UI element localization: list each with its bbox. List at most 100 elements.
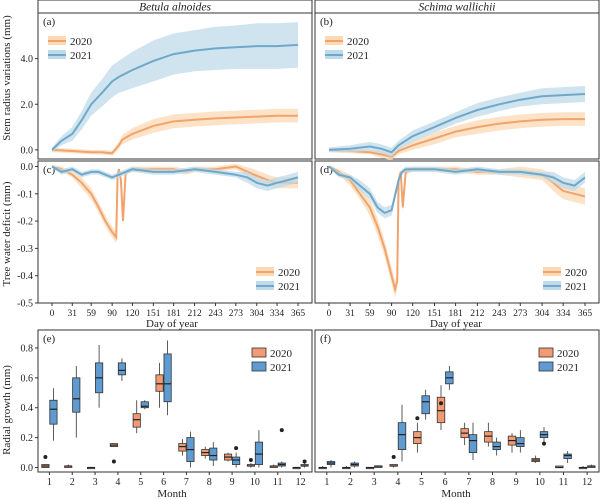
x-tick-label: 8 — [490, 477, 495, 488]
x-tick-label: 181 — [167, 309, 182, 319]
box-2021-m7 — [468, 434, 478, 453]
x-tick-label: 4 — [395, 477, 400, 488]
x-tick-label: 365 — [291, 309, 306, 319]
box-2020-m8 — [484, 431, 493, 443]
y-tick-label: -0.5 — [17, 299, 33, 310]
series-line-2020 — [51, 165, 298, 241]
box-2020-m7 — [178, 443, 187, 452]
plots: (a)0.02.04.020202021(b)20202021(c)0.0-0.… — [17, 12, 600, 488]
legend-swatch — [251, 361, 267, 372]
species-label-left: Betula alnoides — [139, 2, 211, 14]
x-tick-label: 59 — [86, 309, 96, 319]
x-tick-label: 9 — [230, 477, 235, 488]
legend-label-2020: 2020 — [347, 36, 370, 48]
y-tick-label: -0.4 — [17, 271, 33, 282]
outlier-point — [43, 455, 48, 460]
panel-frame — [37, 12, 313, 160]
series-line-2020 — [51, 114, 298, 155]
box-2021-m9 — [516, 437, 525, 447]
legend-label-2020: 2020 — [70, 36, 93, 48]
box-2021-m9 — [232, 456, 241, 465]
x-tick-label: 12 — [296, 477, 306, 488]
x-tick-label: 273 — [229, 309, 244, 319]
legend-label-2020: 2020 — [278, 267, 301, 279]
y-tick-label: 0.4 — [21, 403, 34, 414]
legend-swatch — [538, 361, 554, 372]
x-tick-label: 1 — [47, 477, 52, 488]
panel-e: (e)0.00.20.40.60.81 2 3 4 5 6 7 8 9 10 11 122020202… — [21, 329, 313, 488]
x-tick-label: 10 — [250, 477, 260, 488]
y-tick-label: -0.1 — [17, 189, 33, 200]
x-title-month-left: Month — [157, 488, 187, 499]
legend-label-2021: 2021 — [270, 362, 292, 374]
y-title-bottom: Radial growth (mm) — [1, 365, 13, 455]
x-tick-label: 90 — [107, 309, 117, 319]
x-tick-label: 304 — [250, 309, 265, 319]
series-band-2020 — [329, 165, 585, 298]
x-title-month-right: Month — [441, 488, 471, 499]
legend-swatch — [538, 347, 554, 358]
series-band-2020 — [52, 108, 298, 156]
legend-label-2021: 2021 — [278, 281, 300, 293]
y-tick-label: 4.0 — [21, 54, 34, 65]
panel-label: (e) — [43, 333, 56, 345]
series-line-2021 — [328, 165, 586, 215]
outlier-point — [415, 416, 420, 421]
legend-label-2020: 2020 — [557, 348, 580, 360]
x-title-doy-right: Day of year — [430, 318, 482, 330]
panel-frame — [314, 160, 600, 304]
x-tick-label: 243 — [208, 309, 223, 319]
box-2021-m8 — [209, 447, 218, 461]
x-tick-label: 4 — [115, 477, 120, 488]
series-band-2021 — [329, 86, 585, 157]
x-tick-label: 5 — [138, 477, 143, 488]
x-tick-label: 11 — [559, 477, 569, 488]
box-2021-m2 — [72, 377, 81, 413]
y-tick-label: -0.2 — [17, 217, 33, 228]
y-tick-label: 0.0 — [21, 463, 34, 474]
x-tick-label: 31 — [68, 309, 78, 319]
box-2021-m4 — [117, 362, 126, 376]
x-tick-label: 9 — [514, 477, 519, 488]
x-tick-label: 243 — [492, 309, 507, 319]
x-tick-label: 2 — [348, 477, 353, 488]
outlier-point — [541, 441, 546, 446]
box-2021-m5 — [140, 401, 149, 409]
x-tick-label: 0 — [327, 309, 332, 319]
y-tick-label: 0.0 — [21, 162, 34, 173]
outlier-point — [302, 459, 307, 464]
x-tick-label: 7 — [466, 477, 471, 488]
x-tick-label: 6 — [161, 477, 166, 488]
x-tick-label: 120 — [406, 309, 421, 319]
x-tick-label: 365 — [578, 309, 593, 319]
outlier-point — [279, 428, 284, 433]
box-2020-m6 — [436, 396, 446, 424]
x-tick-label: 59 — [365, 309, 375, 319]
box-2020-m5 — [132, 413, 141, 428]
panel-frame — [37, 160, 313, 304]
y-title-top: Stem radius variations (mm) — [1, 15, 13, 141]
box-2021-m5 — [421, 395, 430, 415]
panel-label: (a) — [43, 16, 56, 28]
x-tick-label: 334 — [270, 309, 285, 319]
outlier-point — [111, 459, 116, 464]
x-tick-label: 3 — [372, 477, 377, 488]
legend-label-2021: 2021 — [557, 362, 579, 374]
x-tick-label: 3 — [93, 477, 98, 488]
box-2020-m6 — [155, 374, 164, 392]
series-line-2021 — [328, 93, 586, 154]
x-tick-label: 304 — [535, 309, 550, 319]
legend-label-2020: 2020 — [270, 348, 293, 360]
panel-label: (b) — [320, 16, 333, 28]
box-2021-m1 — [49, 399, 58, 425]
x-tick-label: 273 — [513, 309, 528, 319]
y-tick-label: -0.3 — [17, 244, 33, 255]
x-tick-label: 5 — [419, 477, 424, 488]
x-title-doy-left: Day of year — [146, 318, 198, 330]
outlier-point — [248, 458, 253, 463]
panel-c: (c)0.0-0.1-0.2-0.3-0.4-0.50 31 59 90 120 151 1… — [17, 160, 313, 319]
series-line-2020 — [328, 118, 585, 158]
panel-frame — [314, 12, 600, 160]
panel-b: (b) 2020 2021 — [314, 12, 600, 161]
